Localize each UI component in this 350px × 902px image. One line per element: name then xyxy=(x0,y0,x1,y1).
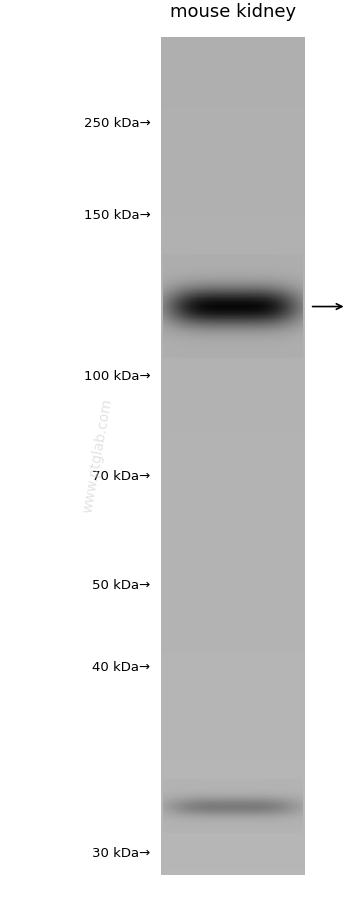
Text: 50 kDa→: 50 kDa→ xyxy=(92,578,150,591)
Text: 30 kDa→: 30 kDa→ xyxy=(92,846,150,860)
Text: mouse kidney: mouse kidney xyxy=(170,3,296,21)
Text: 70 kDa→: 70 kDa→ xyxy=(92,470,150,483)
Text: 250 kDa→: 250 kDa→ xyxy=(84,117,150,130)
Text: 40 kDa→: 40 kDa→ xyxy=(92,660,150,673)
Text: 150 kDa→: 150 kDa→ xyxy=(84,208,150,222)
Text: 100 kDa→: 100 kDa→ xyxy=(84,370,150,382)
Text: www.ptglab.com: www.ptglab.com xyxy=(81,397,115,513)
